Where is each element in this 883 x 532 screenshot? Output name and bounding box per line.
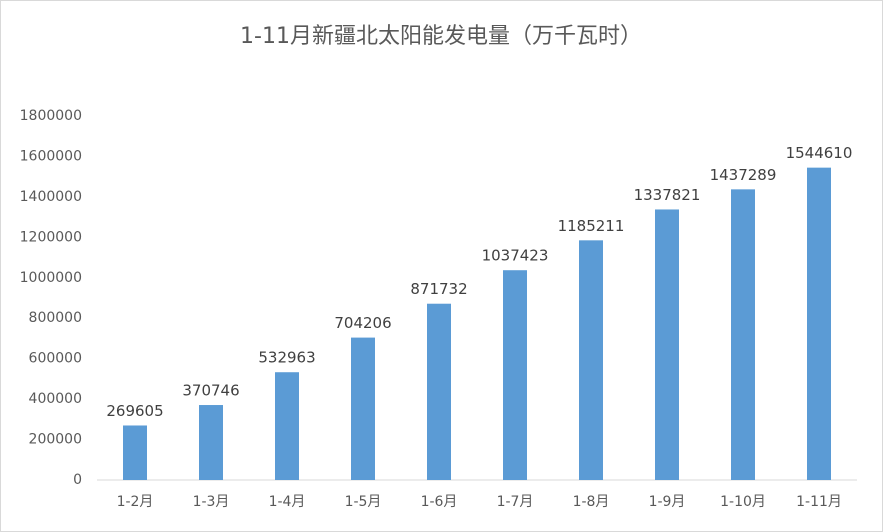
value-label: 1337821 [634, 186, 701, 204]
value-label: 1544610 [786, 144, 853, 162]
y-tick-label: 1200000 [20, 229, 82, 245]
x-tick-label: 1-8月 [573, 494, 610, 510]
bar [275, 372, 299, 480]
x-tick-label: 1-7月 [497, 494, 534, 510]
x-tick-label: 1-9月 [649, 494, 686, 510]
x-tick-label: 1-6月 [421, 494, 458, 510]
x-tick-label: 1-5月 [345, 494, 382, 510]
bar [579, 240, 603, 480]
x-tick-label: 1-2月 [117, 494, 154, 510]
bar [731, 189, 755, 481]
bar [655, 209, 679, 480]
y-tick-label: 800000 [29, 310, 82, 326]
value-label: 871732 [410, 280, 467, 298]
y-tick-label: 400000 [29, 391, 82, 407]
x-tick-label: 1-10月 [720, 494, 766, 510]
x-tick-label: 1-11月 [796, 494, 842, 510]
y-tick-label: 1400000 [20, 189, 82, 205]
bar [427, 303, 451, 480]
value-label: 1037423 [482, 247, 549, 265]
value-label: 532963 [258, 349, 315, 367]
value-label: 704206 [334, 314, 391, 332]
bar [199, 405, 223, 480]
x-tick-label: 1-3月 [193, 494, 230, 510]
y-tick-label: 200000 [29, 432, 82, 448]
y-tick-label: 600000 [29, 351, 82, 367]
bar [807, 167, 831, 480]
bar [503, 270, 527, 480]
value-label: 269605 [106, 402, 163, 420]
bar [123, 425, 147, 480]
bar [351, 337, 375, 480]
y-tick-label: 0 [73, 472, 82, 488]
x-tick-label: 1-4月 [269, 494, 306, 510]
y-tick-label: 1600000 [20, 148, 82, 164]
y-tick-label: 1800000 [20, 108, 82, 124]
value-label: 370746 [182, 382, 239, 400]
value-label: 1437289 [710, 166, 777, 184]
chart-title: 1-11月新疆北太阳能发电量（万千瓦时） [240, 24, 642, 49]
value-label: 1185211 [558, 217, 625, 235]
y-tick-label: 1000000 [20, 270, 82, 286]
